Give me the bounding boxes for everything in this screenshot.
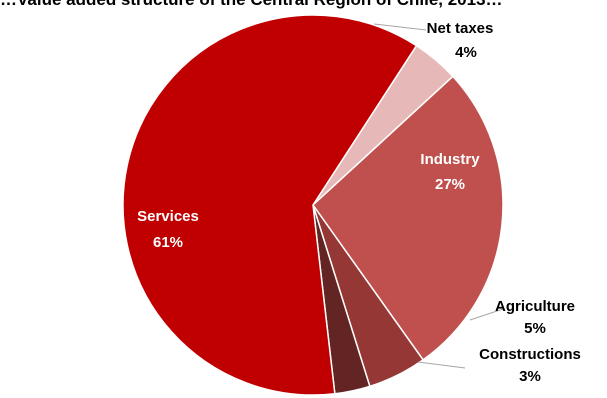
slice-label-services: Services: [137, 208, 199, 225]
slice-value-services: 61%: [153, 234, 183, 251]
slice-value-net-taxes: 4%: [455, 44, 477, 61]
pie-slice-industry: [312, 75, 504, 361]
chart-title: …Value added structure of the Central Re…: [0, 0, 607, 10]
leader-line-agriculture: [469, 308, 504, 321]
slice-value-agriculture: 5%: [524, 320, 546, 337]
slice-value-industry: 27%: [435, 176, 465, 193]
slice-label-agriculture: Agriculture: [495, 298, 575, 315]
slice-value-constructions: 3%: [519, 368, 541, 385]
pie-slice-services: [122, 14, 418, 396]
leader-line-constructions: [417, 361, 466, 369]
slice-label-constructions: Constructions: [479, 346, 581, 363]
slice-label-industry: Industry: [420, 151, 480, 168]
leader-line-net-taxes: [373, 23, 427, 31]
slice-label-net-taxes: Net taxes: [427, 20, 494, 37]
